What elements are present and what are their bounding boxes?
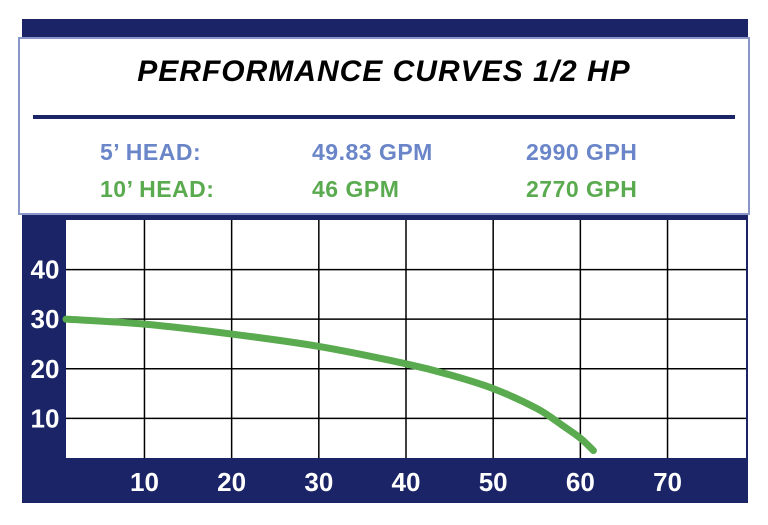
y-tick-label: 40	[31, 255, 60, 285]
chart-title: PERFORMANCE CURVES 1/2 HP	[137, 55, 631, 88]
x-tick-label: 30	[304, 467, 333, 497]
tick-labels: 10 20 30 40 50 60 70 10 20 30 40	[31, 255, 682, 497]
spec-gph: 2770 GPH	[526, 176, 638, 202]
x-tick-label: 20	[217, 467, 246, 497]
spec-gpm: 46 GPM	[312, 176, 400, 202]
x-tick-label: 10	[130, 467, 159, 497]
spec-head-label: 10’ HEAD:	[100, 176, 215, 202]
series-layer	[62, 315, 597, 455]
x-tick-label: 60	[566, 467, 595, 497]
x-tick-label: 50	[479, 467, 508, 497]
y-tick-label: 10	[31, 403, 60, 433]
y-tick-label: 20	[31, 354, 60, 384]
y-tick-label: 30	[31, 304, 60, 334]
performance-curve	[62, 315, 597, 455]
x-tick-label: 70	[653, 467, 682, 497]
title-panel: PERFORMANCE CURVES 1/2 HP 5’ HEAD: 49.83…	[18, 37, 750, 215]
spec-head-label: 5’ HEAD:	[100, 139, 202, 165]
x-tick-label: 40	[392, 467, 421, 497]
spec-gph: 2990 GPH	[526, 139, 638, 165]
title-divider	[33, 115, 735, 119]
spec-gpm: 49.83 GPM	[312, 139, 433, 165]
grid	[66, 220, 746, 458]
